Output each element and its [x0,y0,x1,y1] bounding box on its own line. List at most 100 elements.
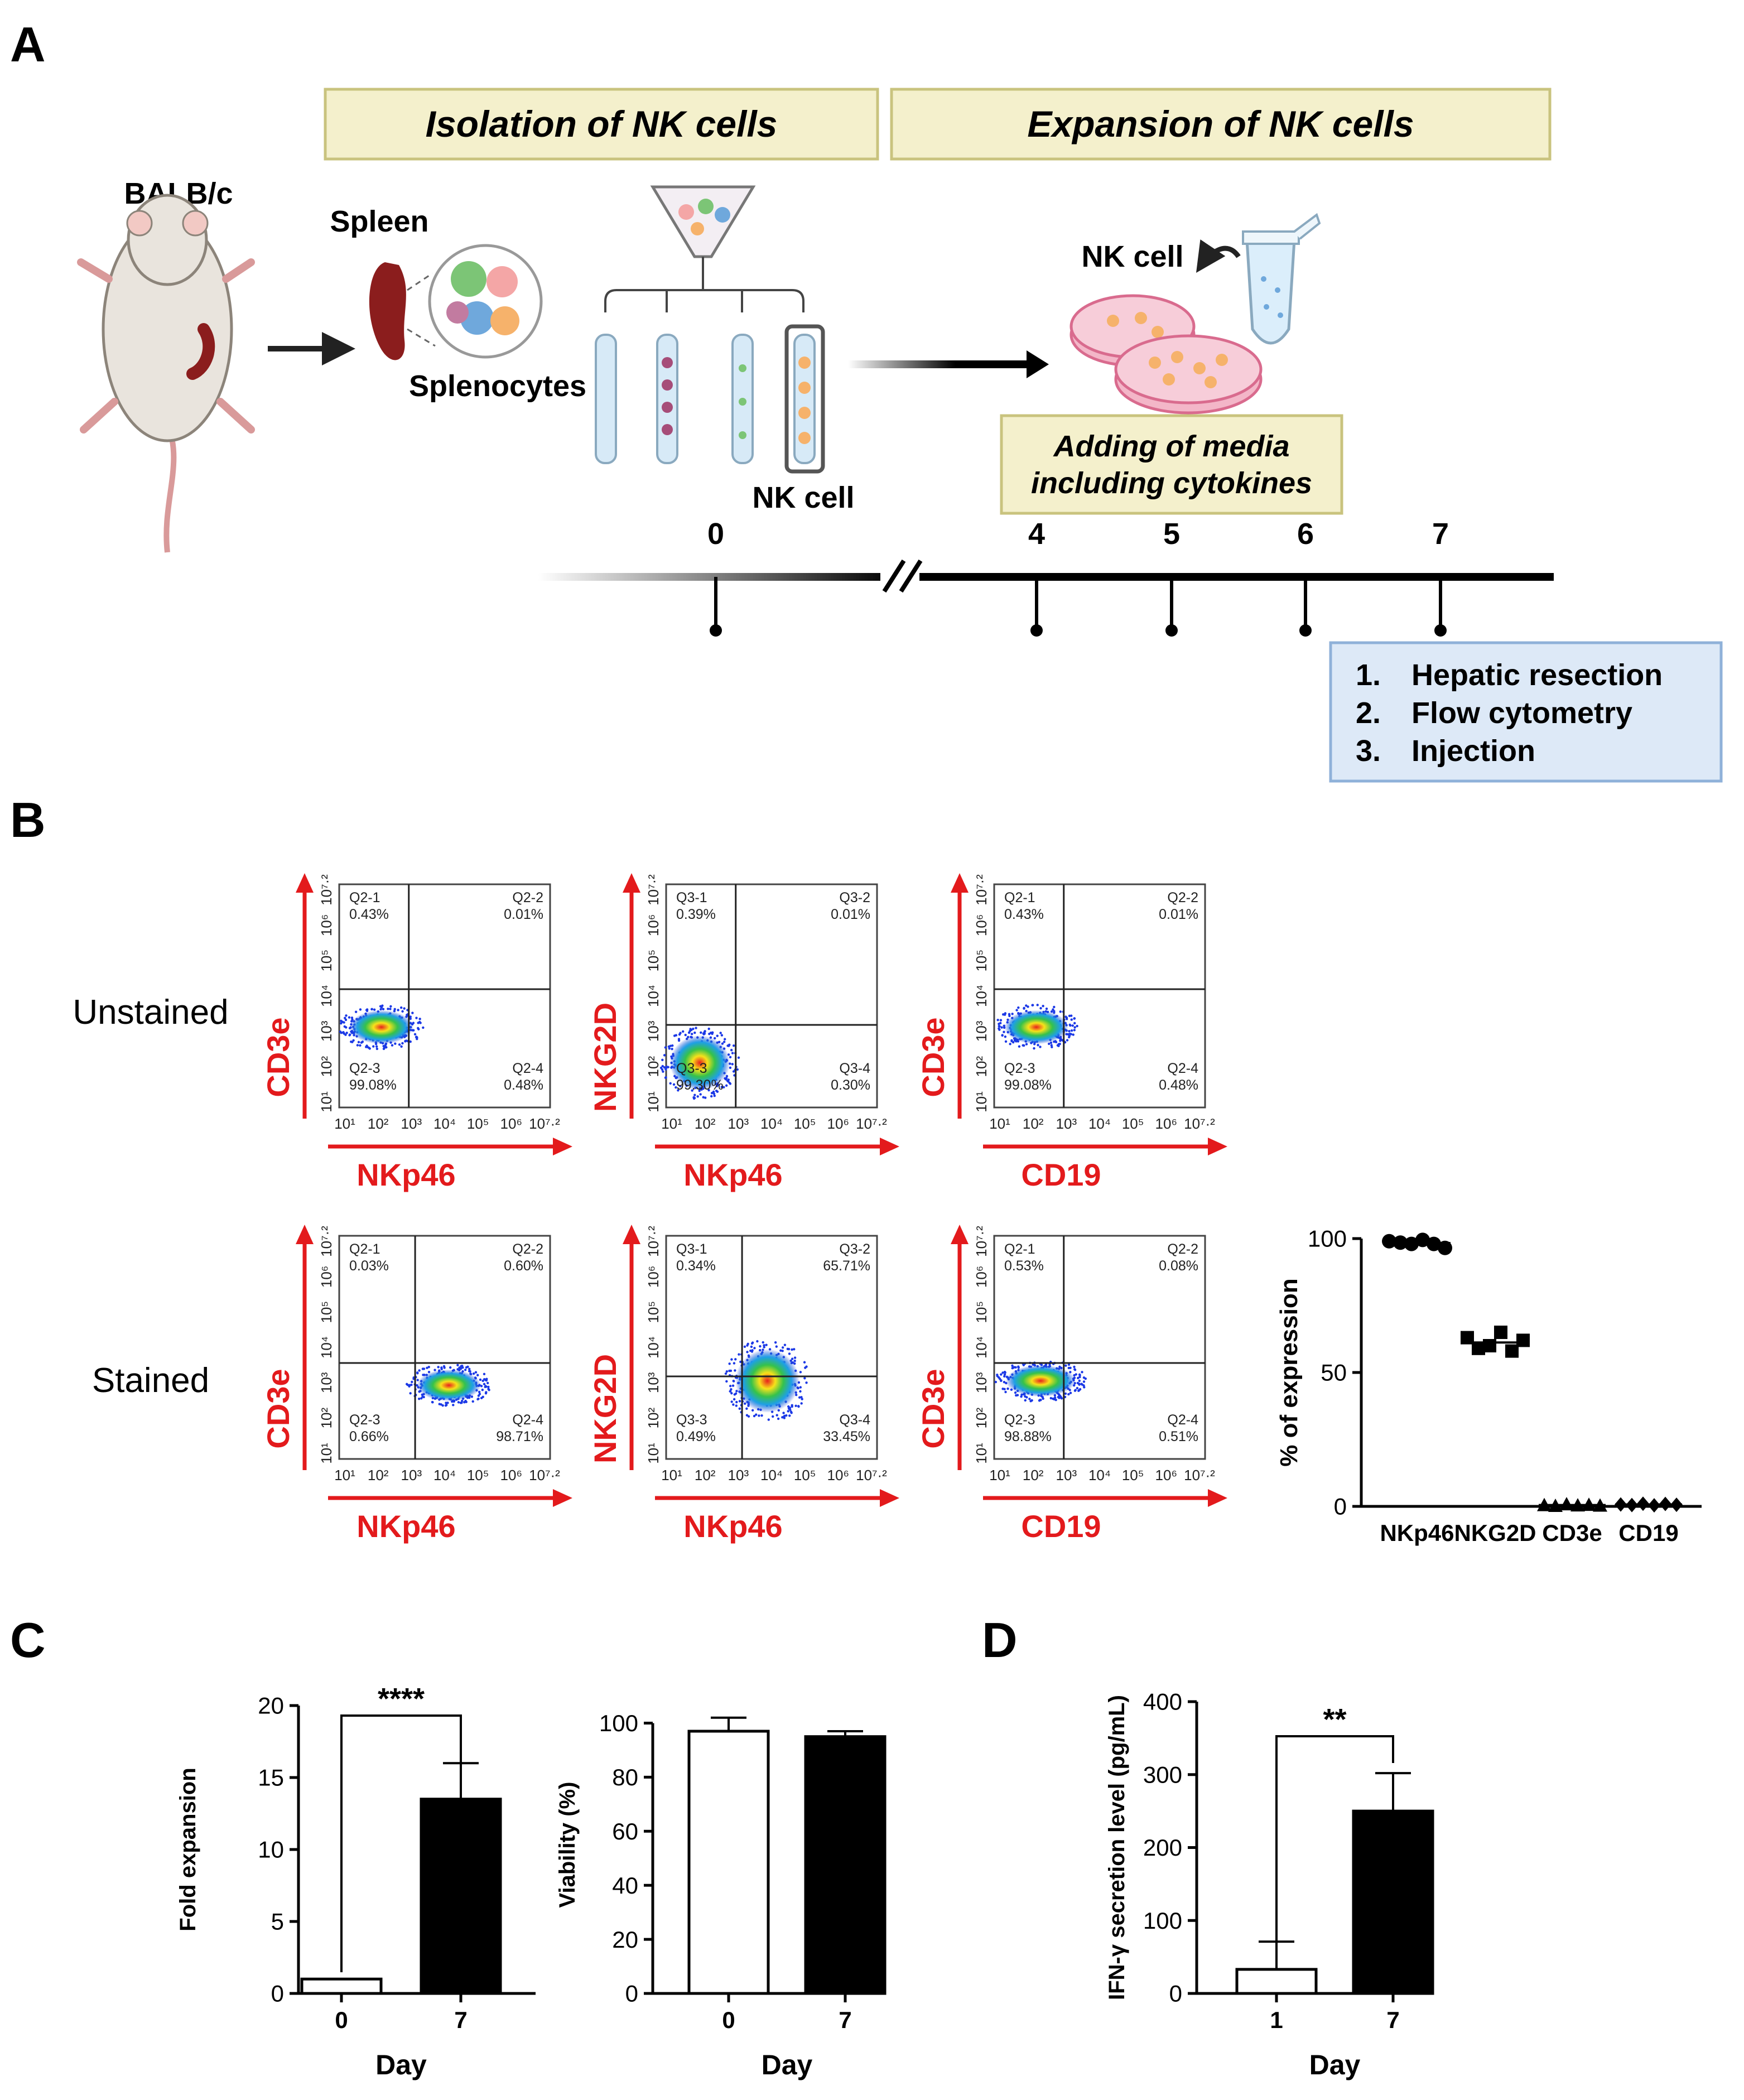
event-dot [1066,1039,1069,1042]
quadrant-name: Q2-1 [1004,890,1035,905]
y-tick-label: 100 [1308,1226,1347,1252]
y-axis-arrowhead [623,873,640,893]
event-dot [1080,1383,1083,1385]
x-tick-label: 10³ [401,1467,422,1484]
event-dot [791,1357,794,1360]
event-dot [1067,1033,1069,1036]
event-dot [746,1351,749,1354]
quadrant-percent: 0.43% [1004,907,1044,922]
arrow-tube-to-dish [1196,239,1241,273]
endpoint-number: 2. [1356,696,1381,730]
event-dot [738,1353,740,1356]
event-dot [1000,1379,1003,1383]
y-tick-label: 10⁵ [318,1301,335,1323]
event-dot [1065,1018,1068,1020]
y-tick-label: 0 [1334,1494,1347,1520]
event-dot [1069,1033,1073,1035]
event-dot [1010,1039,1013,1043]
event-dot [1017,1365,1020,1368]
x-tick-label: 7 [1386,2007,1399,2033]
y-tick-label: 10⁴ [318,985,335,1007]
event-dot [400,1045,403,1048]
event-dot [387,1008,389,1010]
event-dot [1033,1047,1035,1050]
event-dot [727,1078,730,1081]
event-dot [1017,1006,1020,1009]
x-tick-label: 10⁷·² [856,1115,887,1132]
event-dot [1025,1004,1028,1007]
timeline-axis [538,573,1554,581]
bar [804,1735,887,1995]
event-dot [731,1384,735,1387]
event-dot [345,1032,348,1034]
event-dot [710,1095,713,1098]
event-dot [663,1054,666,1057]
event-dot [763,1346,765,1348]
event-dot [472,1372,475,1375]
quadrant-name: Q2-1 [1004,1241,1035,1257]
event-dot [747,1415,750,1418]
event-dot [1068,1030,1071,1033]
splenocytes-label: Splenocytes [409,369,586,403]
y-tick-label: 10⁶ [318,914,335,937]
event-dot [1083,1386,1086,1389]
y-tick-label: 50 [1321,1360,1347,1386]
event-dot [1073,1017,1076,1020]
nk-cell-label-dish: NK cell [1081,240,1183,273]
y-tick-label: 10 [258,1837,284,1863]
quadrant-percent: 98.71% [496,1429,543,1444]
event-dot [409,1017,412,1020]
event-dot [790,1412,793,1414]
event-dot [1056,1044,1059,1047]
y-tick-label: 10⁵ [973,1301,990,1323]
event-dot [716,1090,719,1093]
y-tick-label: 200 [1143,1834,1182,1861]
flow-plot: Q2-1 0.43% Q2-2 0.01% Q2-399.08% Q2-40.48% 10¹… [916,873,1227,1192]
quadrant-percent: 99.30% [676,1077,724,1093]
event-dot [1045,1007,1048,1010]
event-dot [664,1068,667,1071]
data-point [1483,1339,1496,1352]
quadrant-percent: 0.34% [676,1258,716,1274]
event-dot [736,1068,739,1071]
event-dot [1014,1366,1017,1369]
event-dot [662,1070,664,1073]
event-dot [375,1047,379,1051]
event-dot [382,1008,385,1010]
event-dot [486,1381,489,1385]
y-tick-label: 20 [612,1926,638,1953]
event-dot [416,1372,419,1375]
event-dot [476,1398,479,1401]
event-dot [1003,1375,1006,1378]
event-dot [692,1027,695,1030]
x-axis-arrowhead [880,1489,899,1507]
event-dot [484,1392,488,1395]
event-dot [1050,1044,1053,1047]
x-tick-label: 10⁵ [1122,1115,1144,1132]
timeline-dot [710,624,722,637]
mouse-illustration [77,194,255,553]
event-dot [1015,1009,1018,1012]
event-dot [793,1348,796,1351]
event-dot [671,1047,673,1051]
y-tick-label: 10⁵ [645,950,662,972]
quadrant-name: Q2-2 [1167,890,1198,905]
event-dot [704,1096,707,1099]
event-dot [732,1070,735,1073]
event-dot [732,1044,735,1047]
y-tick-label: 10⁴ [973,985,990,1007]
event-dot [359,1044,362,1047]
event-dot [798,1396,801,1399]
category-label: NKp46 [1380,1520,1454,1546]
event-dot [360,1041,363,1044]
event-dot [803,1377,806,1380]
quadrant-name: Q3-1 [676,890,707,905]
event-dot [724,1372,728,1375]
event-dot [348,1034,351,1037]
y-axis-arrowhead [296,873,314,893]
media-line-2: including cytokines [1031,466,1312,500]
x-tick-label: 10⁴ [1088,1115,1111,1132]
flow-plot-frame [993,1235,1206,1460]
event-dot [675,1086,677,1089]
event-dot [745,1414,749,1417]
